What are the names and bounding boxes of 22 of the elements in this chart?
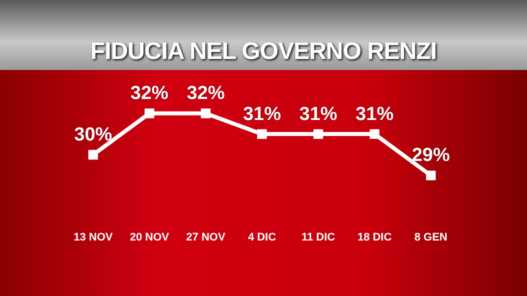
point bbox=[144, 108, 154, 118]
data-label: 31% bbox=[299, 104, 338, 125]
data-label: 29% bbox=[412, 145, 450, 166]
x-tick-label: 13 NOV bbox=[74, 231, 114, 244]
data-label: 31% bbox=[356, 104, 394, 125]
x-tick-label: 18 DIC bbox=[357, 231, 392, 244]
x-tick-label: 11 DIC bbox=[301, 231, 336, 244]
data-label: 30% bbox=[74, 124, 112, 146]
point bbox=[88, 150, 98, 160]
point bbox=[257, 129, 267, 139]
point bbox=[370, 129, 380, 139]
x-tick-label: 27 NOV bbox=[186, 231, 226, 244]
data-label: 32% bbox=[130, 83, 169, 104]
data-label: 31% bbox=[242, 104, 282, 125]
x-tick-label: 8 GEN bbox=[414, 231, 448, 244]
chart-title: FIDUCIA NEL GOVERNO RENZI bbox=[89, 38, 438, 66]
x-tick-label: 20 NOV bbox=[130, 231, 170, 244]
point bbox=[200, 108, 211, 118]
x-tick-label: 4 DIC bbox=[248, 231, 276, 244]
data-label: 32% bbox=[186, 83, 225, 104]
point bbox=[426, 170, 436, 180]
point bbox=[313, 129, 324, 139]
